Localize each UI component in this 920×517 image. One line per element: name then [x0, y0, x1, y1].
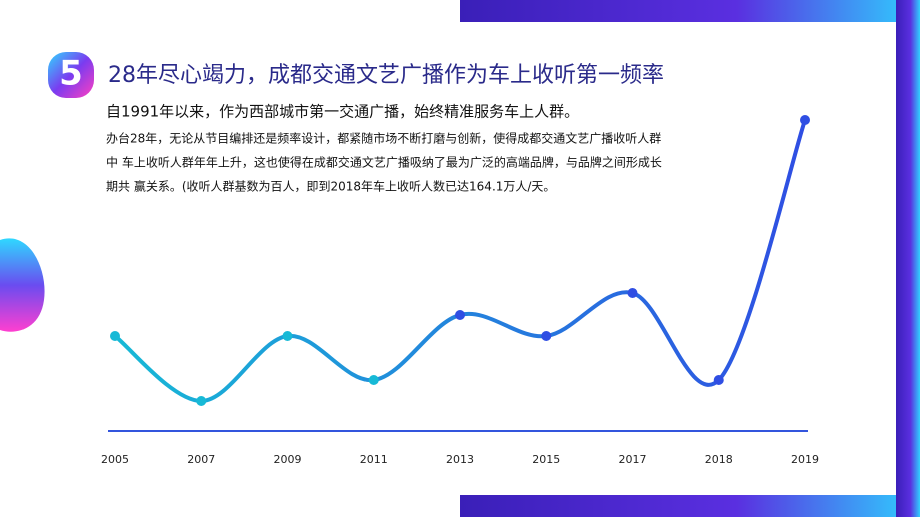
decor-top — [460, 0, 920, 22]
description: 中 车上收听人群年年上升，这也使得在成都交通文艺广播吸纳了最为广泛的高端品牌，与… — [106, 155, 662, 170]
point — [196, 396, 207, 406]
x-tick-label: 2009 — [274, 453, 302, 466]
x-tick-label: 2007 — [187, 453, 215, 466]
decor-right — [896, 0, 920, 517]
decor-blob — [0, 238, 45, 332]
x-tick-label: 2011 — [360, 453, 388, 466]
point — [541, 331, 552, 341]
x-tick-label: 2017 — [619, 453, 647, 466]
badge — [48, 52, 94, 98]
point — [627, 288, 638, 298]
point — [368, 375, 379, 385]
x-tick-label: 2005 — [101, 453, 129, 466]
x-tick-label: 2015 — [532, 453, 560, 466]
decor-bottom — [460, 495, 920, 517]
point — [282, 331, 293, 341]
description: 期共 赢关系。(收听人群基数为百人，即到2018年车上收听人数已达164.1万人… — [106, 179, 555, 194]
point — [455, 310, 465, 320]
x-tick-label: 2018 — [705, 453, 733, 466]
x-tick-label: 2019 — [791, 453, 819, 466]
x-tick-label: 2013 — [446, 453, 474, 466]
badge-number: 5 — [59, 54, 83, 94]
description: 办台28年，无论从节目编排还是频率设计，都紧随市场不断打磨与创新，使得成都交通文… — [106, 131, 661, 146]
point — [713, 375, 724, 385]
point — [800, 115, 810, 125]
title: 28年尽心竭力，成都交通文艺广播作为车上收听第一频率 — [108, 63, 664, 88]
subtitle: 自1991年以来，作为西部城市第一交通广播，始终精准服务车上人群。 — [106, 103, 579, 121]
point — [110, 331, 120, 341]
